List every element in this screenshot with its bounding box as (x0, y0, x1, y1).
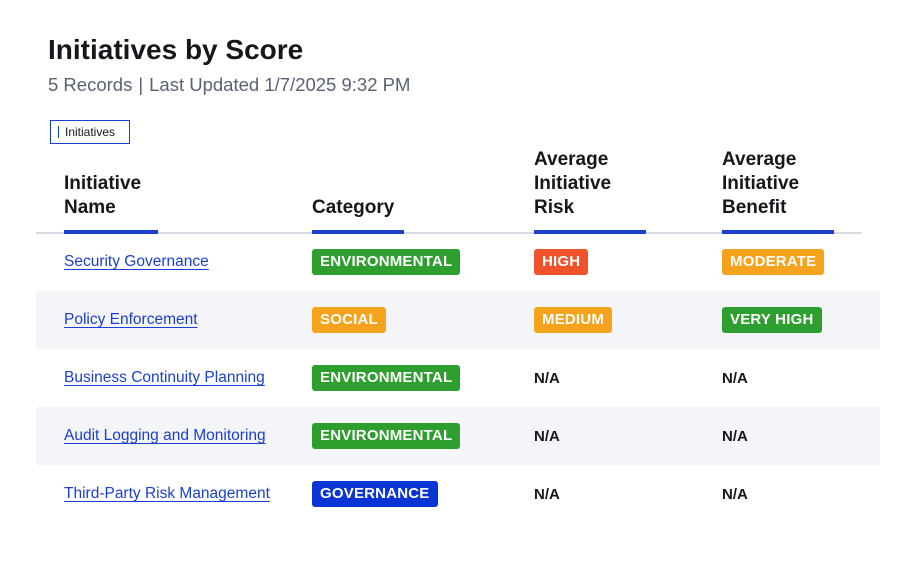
record-count: 5 Records (48, 74, 133, 95)
benefit-badge: VERY HIGH (722, 307, 822, 333)
table-row: Business Continuity Planning ENVIRONMENT… (36, 349, 880, 407)
table-row: Security Governance ENVIRONMENTAL HIGH M… (36, 233, 880, 291)
column-header-benefit-line: Benefit (722, 197, 787, 218)
initiative-link[interactable]: Third-Party Risk Management (64, 485, 270, 502)
category-badge: SOCIAL (312, 307, 386, 333)
initiative-link[interactable]: Security Governance (64, 253, 209, 270)
column-header-underline (722, 230, 834, 234)
last-updated: Last Updated 1/7/2025 9:32 PM (149, 74, 411, 95)
risk-badge: HIGH (534, 249, 589, 275)
page-title: Initiatives by Score (48, 34, 304, 65)
benefit-value: N/A (722, 369, 748, 387)
column-header-name-line: Initiative (64, 173, 142, 194)
category-badge: ENVIRONMENTAL (312, 423, 461, 449)
risk-value: N/A (534, 485, 560, 503)
category-badge: GOVERNANCE (312, 481, 438, 507)
column-header-risk-line: Initiative (534, 173, 612, 194)
category-badge: ENVIRONMENTAL (312, 249, 461, 275)
initiative-link[interactable]: Business Continuity Planning (64, 369, 265, 386)
benefit-value: N/A (722, 427, 748, 445)
initiative-link[interactable]: Audit Logging and Monitoring (64, 427, 266, 444)
risk-value: N/A (534, 369, 560, 387)
tab-cursor-bar (58, 126, 59, 138)
risk-badge: MEDIUM (534, 307, 613, 333)
column-header-risk-line: Risk (534, 197, 575, 218)
column-header-benefit-line: Initiative (722, 173, 800, 194)
column-header-benefit-line: Average (722, 149, 797, 170)
tab-initiatives[interactable]: Initiatives (50, 120, 130, 144)
column-header-name[interactable]: Initiative Name (64, 172, 158, 234)
initiative-link[interactable]: Policy Enforcement (64, 311, 198, 328)
column-header-risk-line: Average (534, 149, 609, 170)
category-badge: ENVIRONMENTAL (312, 365, 461, 391)
column-header-benefit[interactable]: Average Initiative Benefit (722, 148, 834, 234)
subtitle-separator: | (138, 74, 144, 95)
table-row: Policy Enforcement SOCIAL MEDIUM VERY HI… (36, 291, 880, 349)
table-row: Audit Logging and Monitoring ENVIRONMENT… (36, 407, 880, 465)
column-header-underline (312, 230, 404, 234)
benefit-badge: MODERATE (722, 249, 825, 275)
column-header-category[interactable]: Category (312, 196, 404, 234)
column-header-risk[interactable]: Average Initiative Risk (534, 148, 646, 234)
table-row: Third-Party Risk Management GOVERNANCE N… (36, 465, 880, 523)
page-subtitle: 5 Records | Last Updated 1/7/2025 9:32 PM (48, 73, 410, 97)
column-header-underline (534, 230, 646, 234)
risk-value: N/A (534, 427, 560, 445)
column-header-underline (64, 230, 158, 234)
tab-label: Initiatives (65, 125, 116, 139)
table-header: Initiative Name Category Average Initiat… (36, 140, 862, 234)
benefit-value: N/A (722, 485, 748, 503)
column-header-category-line: Category (312, 197, 395, 218)
column-header-name-line: Name (64, 197, 116, 218)
